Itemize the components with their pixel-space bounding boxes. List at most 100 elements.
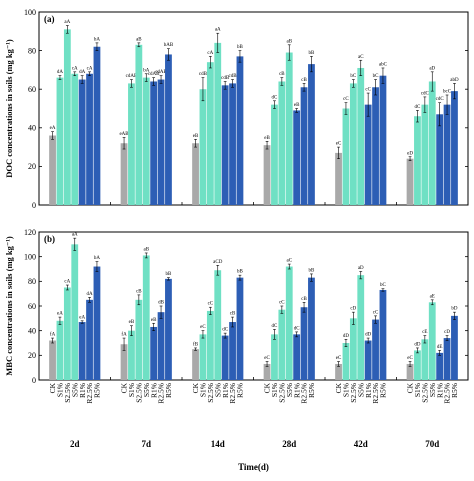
treatment-label: S2.5% [134, 383, 143, 403]
significance-label: cD [350, 307, 356, 312]
time-group-label: 28d [282, 439, 296, 449]
treatment-label: S5% [70, 383, 79, 397]
bar [335, 363, 342, 380]
time-group-label: 14d [211, 439, 225, 449]
bar [192, 143, 199, 205]
bar [206, 310, 214, 380]
bar [372, 87, 379, 205]
significance-label: fA [121, 333, 127, 338]
significance-label: cC [373, 310, 379, 315]
bar [120, 344, 128, 380]
bar [56, 320, 64, 380]
treatment-label: CK [120, 382, 129, 393]
significance-label: dE [437, 345, 443, 350]
significance-label: bA [143, 68, 150, 73]
treatment-label: R1% [149, 383, 158, 398]
significance-label: dD [414, 342, 421, 347]
bar [451, 315, 458, 380]
bar [63, 287, 71, 380]
significance-label: bB [237, 270, 244, 275]
significance-label: eC [407, 356, 413, 361]
treatment-label: S2.5% [277, 383, 286, 403]
significance-label: aD [358, 266, 364, 271]
significance-label: abC [379, 62, 388, 67]
treatment-label: R2.5% [157, 383, 166, 404]
significance-label: dC [272, 324, 279, 329]
significance-label: cdB [221, 76, 230, 81]
significance-label: eA [50, 126, 56, 131]
panel-label: (a) [44, 14, 55, 24]
treatment-label: R1% [364, 383, 373, 398]
significance-label: dD [365, 333, 372, 338]
bar [93, 266, 101, 380]
treatment-label: CK [334, 382, 343, 393]
significance-label: cB [136, 289, 142, 294]
treatment-label: CK [263, 382, 272, 393]
treatment-label: R2.5% [228, 383, 237, 404]
significance-label: bA [94, 256, 101, 261]
treatment-label: R2.5% [371, 383, 380, 404]
significance-label: dC [222, 328, 229, 333]
bar [71, 244, 79, 380]
bar [271, 334, 278, 380]
bar [236, 56, 244, 205]
bar [165, 278, 172, 380]
bar [308, 277, 315, 380]
y-tick-label: 40 [28, 124, 36, 133]
treatment-label: S5% [356, 383, 365, 397]
bar [443, 338, 451, 380]
bar [128, 83, 135, 205]
significance-label: eB [129, 320, 135, 325]
significance-label: eA [79, 315, 85, 320]
panel-b-mbc: 0 20 40 60 80 100 120 (b) MBC concentrations in … [4, 228, 469, 385]
bar [406, 158, 414, 205]
bar [56, 77, 64, 205]
y-tick-label: 0 [32, 201, 36, 210]
significance-label: bB [309, 51, 316, 56]
bar [150, 81, 158, 205]
treatment-label: S1% [199, 383, 208, 397]
significance-label: cdC [436, 97, 445, 102]
bar [142, 255, 150, 380]
significance-label: aA [64, 20, 70, 25]
significance-label: eB [264, 136, 270, 141]
shared-x-axis: CKS1%S2.5%S5%R1%R2.5%R5%2dCKS1%S2.5%S5%R… [48, 382, 459, 472]
bar [157, 312, 165, 380]
significance-label: dA [57, 70, 64, 75]
bar [165, 54, 172, 206]
bar [285, 52, 293, 205]
significance-label: aA [72, 233, 78, 238]
significance-label: eD [407, 151, 413, 156]
bar [192, 349, 199, 380]
significance-label: cB [301, 78, 307, 83]
significance-label: bC [350, 74, 357, 79]
significance-label: cdB [199, 72, 208, 77]
significance-label: cE [422, 330, 427, 335]
bar [63, 29, 71, 206]
treatment-label: S2.5% [349, 383, 358, 403]
bar [300, 307, 308, 380]
y-tick-label: 100 [24, 252, 36, 261]
significance-label: bB [166, 272, 173, 277]
treatment-label: S2.5% [206, 383, 215, 403]
significance-label: dC [272, 95, 279, 100]
bar [214, 270, 222, 380]
bar [342, 108, 350, 205]
significance-label: aD [429, 66, 435, 71]
significance-label: cA [64, 280, 70, 285]
bar [142, 77, 150, 205]
bar [271, 104, 278, 205]
treatment-label: S5% [142, 383, 151, 397]
significance-label: cB [301, 297, 307, 302]
significance-label: cA [87, 66, 93, 71]
significance-label: cC [365, 88, 371, 93]
bar [428, 81, 436, 205]
bar [349, 83, 357, 205]
significance-label: aB [143, 247, 149, 252]
significance-label: dA [86, 292, 93, 297]
significance-label: aE [430, 294, 435, 299]
bar [379, 289, 387, 380]
bar [421, 339, 429, 380]
treatment-label: S1% [342, 383, 351, 397]
bar [199, 334, 207, 380]
